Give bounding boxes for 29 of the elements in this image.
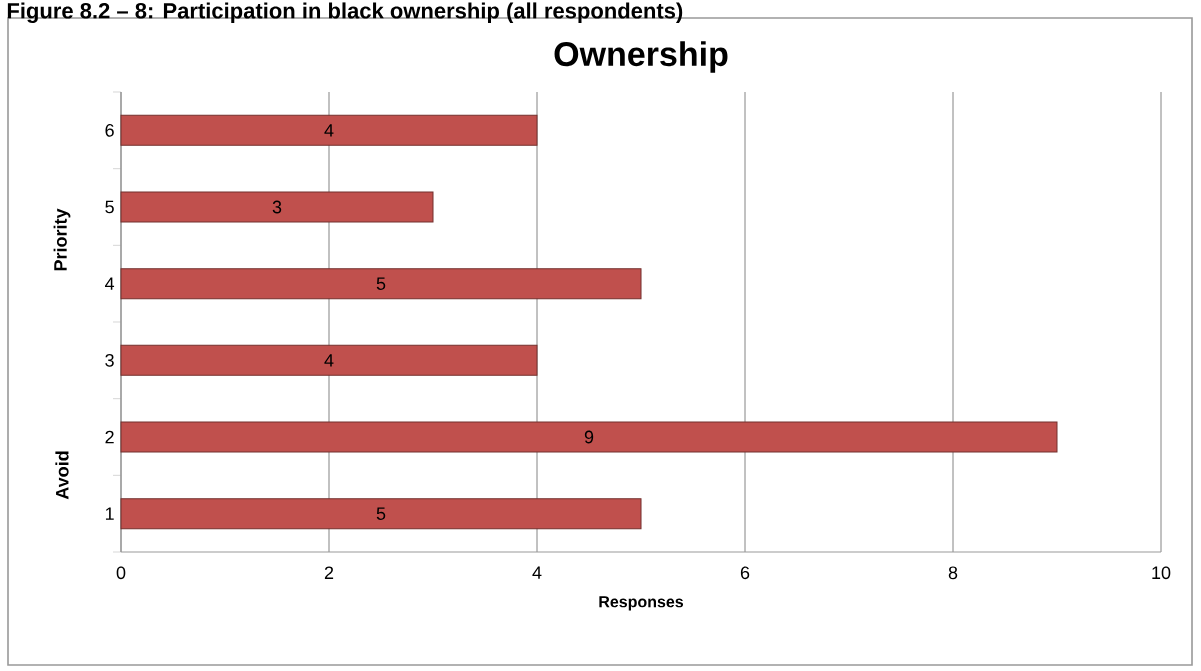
x-axis-title: Responses bbox=[599, 596, 684, 611]
bar bbox=[120, 191, 434, 223]
y-tick-label: 6 bbox=[105, 123, 114, 137]
bar bbox=[120, 344, 538, 376]
y-tick-label: 5 bbox=[105, 200, 114, 214]
text: Avoid bbox=[55, 451, 69, 500]
data-label: 4 bbox=[324, 354, 334, 367]
chart-title: Ownership bbox=[554, 41, 728, 73]
bar bbox=[120, 114, 538, 146]
y-tick-label: 4 bbox=[105, 277, 115, 290]
x-tick-label: 6 bbox=[740, 566, 750, 580]
y-tick-label: 3 bbox=[105, 353, 114, 367]
data-label: 5 bbox=[376, 277, 386, 290]
x-tick-label: 10 bbox=[1152, 566, 1171, 580]
x-tick-label: 2 bbox=[324, 566, 334, 579]
x-tick-label: 8 bbox=[948, 566, 958, 580]
y-tick-label: 1 bbox=[105, 507, 114, 520]
data-label: 9 bbox=[584, 430, 594, 444]
y-tick-label: 2 bbox=[105, 430, 114, 444]
chart-subtitle: Figure 8.2 – 8: Participation in black ownership (all respondents) bbox=[7, 2, 683, 24]
bar bbox=[120, 498, 642, 530]
bar bbox=[120, 268, 642, 300]
x-tick-label: 0 bbox=[116, 566, 126, 580]
bar bbox=[120, 421, 1058, 453]
data-label: 4 bbox=[324, 124, 334, 137]
data-label: 5 bbox=[376, 507, 386, 520]
data-label: 3 bbox=[272, 200, 282, 214]
text: Priority bbox=[53, 208, 71, 271]
x-tick-label: 4 bbox=[532, 566, 542, 579]
